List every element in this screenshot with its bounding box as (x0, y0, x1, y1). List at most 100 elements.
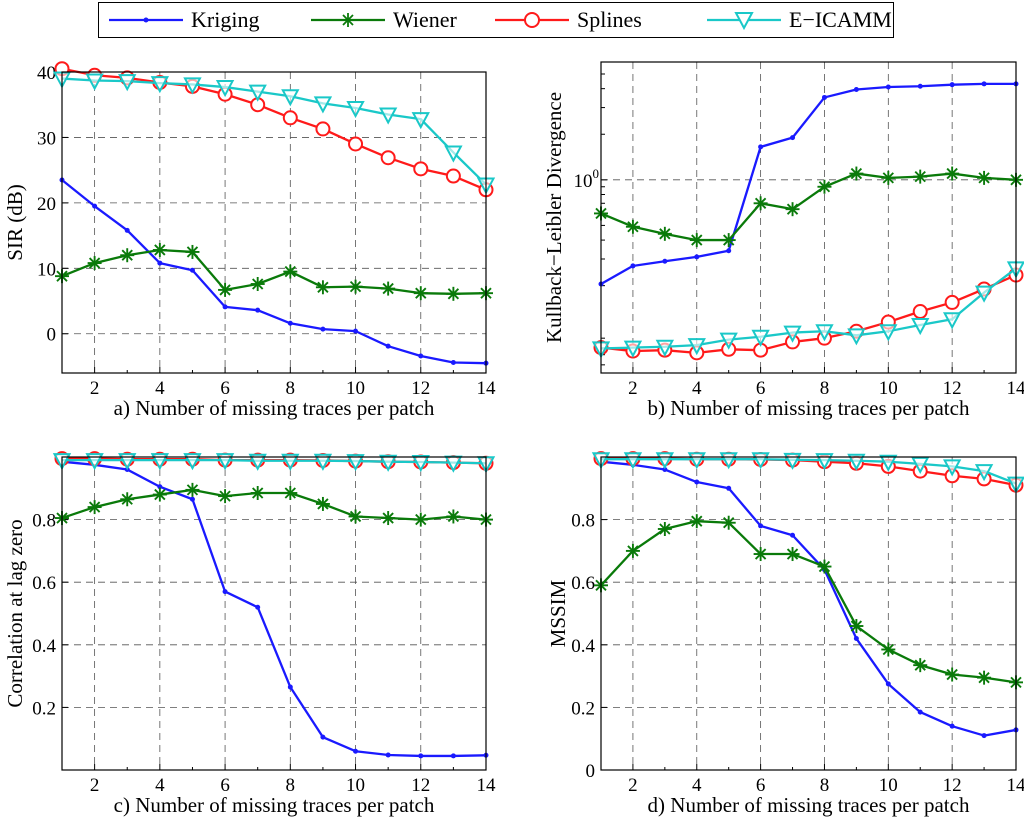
x-tick-label: 6 (756, 378, 766, 399)
data-point-kriging (821, 94, 827, 100)
y-tick-label: 0.6 (571, 573, 595, 594)
data-point-e-icamm (313, 96, 333, 114)
x-tick-label: 6 (220, 775, 230, 796)
data-point-e-icamm (911, 317, 930, 336)
data-point-e-icamm (623, 340, 643, 358)
x-tick-label: 6 (220, 378, 230, 399)
data-point-kriging (450, 360, 456, 366)
data-point-kriging (949, 723, 955, 729)
data-point-e-icamm (655, 339, 675, 357)
x-tick-label: 12 (943, 775, 962, 796)
data-point-wiener (381, 511, 396, 526)
legend-label-e-icamm: E−ICAMM (789, 7, 892, 32)
data-point-kriging (189, 267, 195, 273)
x-tick-label: 12 (943, 378, 962, 399)
data-point-wiener (657, 226, 672, 241)
data-point-splines (282, 110, 298, 126)
data-point-wiener (218, 489, 233, 504)
data-point-kriging (790, 532, 796, 538)
legend-item-e-icamm: E−ICAMM (697, 3, 893, 37)
legend-label-wiener: Wiener (393, 7, 457, 32)
plot-area (601, 457, 1016, 770)
data-point-kriging (949, 82, 955, 88)
data-point-kriging (662, 258, 668, 264)
data-point-wiener (689, 233, 704, 248)
x-axis-label: c) Number of missing traces per patch (114, 793, 435, 817)
data-point-kriging (255, 307, 261, 313)
x-tick-label: 8 (286, 775, 296, 796)
series-wiener (594, 166, 1023, 248)
data-point-wiener (152, 242, 167, 257)
data-point-wiener (315, 496, 330, 511)
data-point-wiener (250, 485, 265, 500)
data-point-e-icamm (815, 453, 834, 471)
data-point-kriging (222, 589, 228, 595)
series-kriging (598, 459, 1019, 739)
data-point-kriging (255, 604, 261, 610)
series-line-kriging (600, 460, 1017, 737)
data-point-kriging (630, 263, 636, 269)
x-tick-label: 10 (346, 378, 365, 399)
data-point-kriging (320, 326, 326, 332)
data-point-e-icamm (183, 77, 202, 95)
x-tick-label: 8 (286, 378, 296, 399)
panel-b-kl-divergence-chart: 2 4 6 8 10 12 14 100 b) Number of missing traces… (542, 61, 1024, 420)
data-point-kriging (981, 81, 987, 87)
data-point-e-icamm (974, 285, 994, 303)
data-point-wiener (87, 256, 102, 271)
data-point-kriging (726, 248, 732, 254)
data-point-e-icamm (444, 145, 463, 163)
x-tick-label: 10 (879, 775, 898, 796)
series-line-kriging (600, 82, 1016, 286)
y-tick-label: 0.8 (32, 511, 56, 532)
series-line-wiener (600, 520, 1017, 684)
data-point-kriging (694, 479, 700, 485)
data-point-e-icamm (281, 89, 300, 107)
x-tick-label: 8 (820, 378, 830, 399)
data-point-e-icamm (215, 80, 235, 98)
data-point-wiener (945, 166, 960, 181)
data-point-wiener (120, 492, 135, 507)
x-tick-label: 14 (1007, 775, 1024, 796)
data-point-wiener (625, 219, 640, 234)
data-point-wiener (753, 196, 768, 211)
x-tick-label: 10 (346, 775, 365, 796)
data-point-kriging (726, 485, 732, 491)
y-tick-label: 0.8 (571, 511, 595, 532)
data-point-wiener (381, 281, 396, 296)
data-point-e-icamm (378, 107, 398, 125)
data-point-e-icamm (183, 453, 202, 471)
panel-a-sir-chart: 2 4 6 8 10 12 14 0 10 20 30 40 a) Number of missing … (3, 61, 496, 420)
data-point-wiener (446, 509, 461, 524)
data-point-wiener (881, 170, 896, 185)
x-tick-label: 4 (155, 775, 165, 796)
y-tick-label: 0 (47, 325, 57, 346)
data-point-e-icamm (150, 76, 170, 94)
data-point-e-icamm (942, 312, 962, 330)
data-point-kriging (853, 86, 859, 92)
data-point-e-icamm (215, 453, 235, 471)
series-line-kriging (61, 460, 487, 758)
data-point-splines (413, 161, 429, 177)
data-point-kriging (124, 227, 130, 233)
y-tick-label: 0.2 (32, 698, 56, 719)
data-point-wiener (849, 166, 864, 181)
data-point-e-icamm (313, 453, 333, 471)
data-point-e-icamm (150, 453, 170, 471)
y-axis-label: MSSIM (546, 579, 570, 647)
data-point-wiener (817, 179, 832, 194)
data-point-e-icamm (815, 324, 834, 342)
data-point-kriging (853, 636, 859, 642)
series-e-icamm (52, 453, 496, 474)
data-point-kriging (385, 752, 391, 758)
data-point-e-icamm (974, 464, 994, 482)
data-point-e-icamm (911, 456, 930, 475)
data-point-e-icamm (847, 453, 866, 471)
data-point-kriging (222, 304, 228, 310)
y-tick-label: 0.4 (571, 636, 595, 657)
data-point-kriging (157, 260, 163, 266)
data-point-wiener (283, 485, 298, 500)
axes-frame (600, 456, 1017, 771)
data-point-wiener (413, 286, 428, 301)
data-point-wiener (218, 282, 233, 297)
